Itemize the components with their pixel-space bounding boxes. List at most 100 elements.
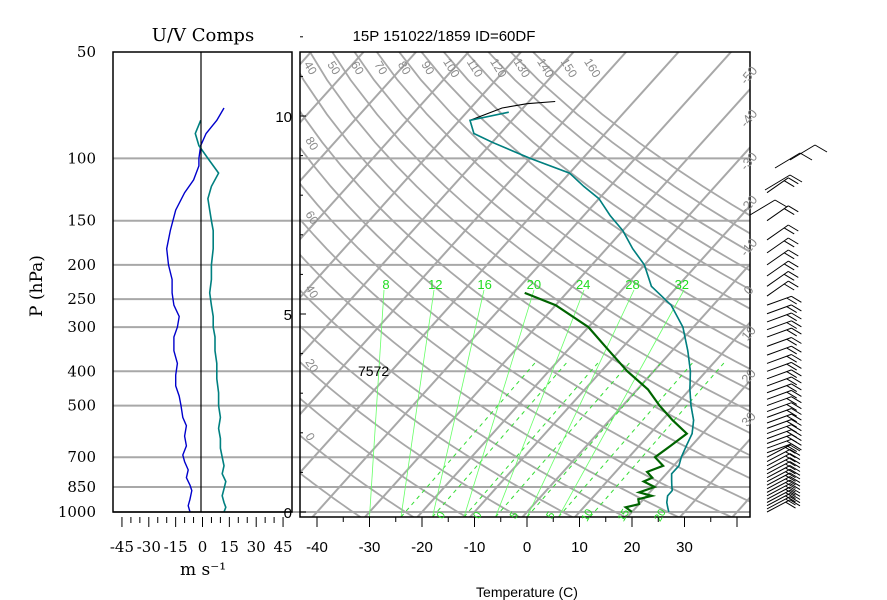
- pressure-tick-label: 250: [67, 290, 96, 308]
- potential-temperature-label: 120: [487, 56, 510, 81]
- wind-barb-staff: [766, 389, 792, 400]
- wind-barb-feather: [791, 396, 802, 404]
- moist-adiabat-line: [526, 289, 635, 517]
- wind-barb-staff: [766, 249, 789, 266]
- dry-adiabat-line: [308, 52, 750, 413]
- wind-barb-staff: [766, 413, 792, 424]
- wind-barb-feather: [789, 489, 801, 497]
- wind-barb-feather: [791, 304, 802, 312]
- potential-temperature-label: 80: [395, 59, 414, 78]
- wind-barb-staff: [766, 402, 792, 413]
- temperature-tick-label: 20: [624, 539, 641, 556]
- isotherm-line: [300, 52, 418, 183]
- wind-barb-staff: [766, 177, 789, 194]
- moist-adiabat-line: [369, 289, 385, 517]
- height-tick-label: 5: [284, 307, 292, 324]
- wind-barb-feather: [791, 354, 802, 361]
- wind-barb-feather: [783, 240, 795, 248]
- isotherm-line: [416, 146, 750, 517]
- potential-temperature-label: 110: [464, 56, 486, 80]
- wind-barb-feather: [786, 314, 797, 322]
- dry-adiabat-line: [331, 52, 750, 391]
- isotherm-line: [626, 379, 750, 517]
- temperature-tick-label: -40: [306, 539, 328, 556]
- dry-adiabat-line: [300, 217, 734, 517]
- wind-barb-feather: [791, 369, 802, 377]
- wind-barb-feather: [785, 495, 796, 503]
- dry-adiabat-line: [300, 253, 681, 517]
- wind-tick-label: -15: [164, 538, 188, 556]
- wind-barb-feather: [791, 413, 802, 421]
- bottom-moisture-label: 15: [616, 507, 633, 524]
- wind-barb-feather: [791, 337, 802, 344]
- wind-tick-label: 45: [274, 538, 293, 556]
- wind-barb-feather: [791, 389, 802, 397]
- wind-barb-staff: [766, 443, 792, 454]
- wind-barb-staff: [766, 457, 791, 471]
- mixing-ratio-label: 12: [428, 277, 442, 292]
- wind-barb-feather: [789, 457, 801, 465]
- mixing-ratio-line: [432, 359, 570, 517]
- height-tick-labels: 051015: [275, 36, 306, 522]
- moist-adiabat-line: [558, 289, 685, 517]
- wind-barb-feather: [788, 177, 799, 185]
- wind-barb-staff: [766, 419, 792, 429]
- mixing-ratio-label: 20: [527, 277, 541, 292]
- pressure-tick-label: 1000: [58, 503, 96, 521]
- dry-adiabat-line: [300, 289, 628, 517]
- wind-barb-staff: [766, 461, 791, 475]
- dry-adiabat-line: [300, 360, 521, 517]
- wind-barb-staff: [766, 424, 792, 435]
- wind-barb-feather: [788, 270, 799, 278]
- wind-barb-feather: [786, 329, 797, 337]
- isotherm-line: [678, 437, 750, 517]
- height-tick-label: 10: [275, 109, 292, 126]
- temperature-tick-label: 10: [571, 539, 588, 556]
- wind-barb-staff: [766, 312, 792, 323]
- temperature-tick-label: -20: [411, 539, 433, 556]
- bottom-moisture-label: 5: [544, 510, 557, 521]
- wind-barb-feather: [786, 397, 797, 405]
- dry-adiabat-line: [375, 52, 750, 350]
- wind-barb-staff: [766, 345, 792, 356]
- wind-barb-feather: [814, 144, 828, 153]
- mixing-ratio-lines: [369, 289, 727, 517]
- wind-barb-feather: [791, 424, 802, 432]
- wind-barb-feather: [799, 152, 813, 161]
- dry-adiabat-line: [300, 109, 750, 457]
- potential-temperature-label: 100: [440, 56, 463, 81]
- wind-barb-staff: [766, 295, 792, 306]
- wind-barb-staff: [766, 320, 792, 331]
- wind-barb-staff: [766, 396, 792, 407]
- temperature-axis-label: Temperature (C): [476, 584, 578, 600]
- wind-barb-feather: [785, 451, 796, 459]
- wind-barb-feather: [785, 488, 796, 496]
- wind-barb-feather: [789, 468, 801, 476]
- wind-barb-feather: [789, 472, 801, 480]
- wind-barb-staff: [766, 260, 789, 277]
- wind-barb-feather: [789, 453, 801, 461]
- wind-barb-staff: [766, 304, 792, 315]
- wind-barb-staff: [764, 174, 791, 191]
- right-edge-label: 30: [738, 409, 759, 430]
- mixing-ratio-label: 32: [675, 277, 689, 292]
- isotherm-line: [783, 18, 887, 520]
- wind-tick-label: 15: [220, 538, 239, 556]
- isotherm-line: [0, 18, 132, 520]
- wind-barb-feather: [786, 378, 797, 386]
- mixing-ratio-line: [526, 359, 664, 517]
- wind-barb-feather: [789, 461, 801, 469]
- wind-barb-feather: [789, 465, 801, 472]
- wind-barb-feather: [783, 283, 795, 291]
- wind-barb-feather: [786, 420, 797, 428]
- right-edge-label: -30: [737, 149, 761, 173]
- wind-barb-staff: [766, 270, 789, 287]
- wind-barb-feather: [785, 459, 796, 467]
- wind-barb-staff: [766, 448, 791, 462]
- wind-barb-feather: [788, 280, 799, 288]
- wind-barb-feather: [791, 327, 802, 335]
- wind-barb-feather: [786, 338, 797, 346]
- wind-barb-feather: [785, 482, 796, 489]
- pressure-tick-label: 400: [67, 362, 96, 380]
